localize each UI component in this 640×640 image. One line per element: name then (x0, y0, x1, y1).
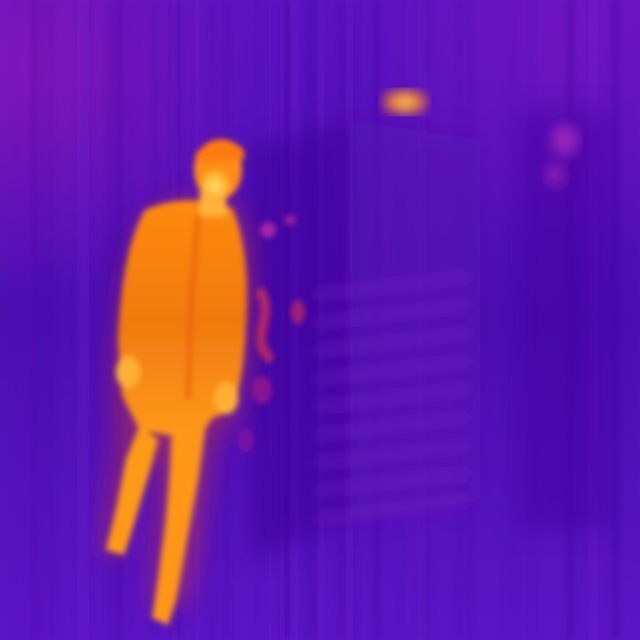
streak (77, 0, 80, 640)
streak (615, 0, 619, 640)
streak (109, 0, 114, 640)
streak (30, 0, 33, 640)
wall-bands (315, 272, 470, 524)
streak (513, 0, 516, 640)
ceiling-warm-spot (383, 90, 427, 114)
wall-band (315, 356, 470, 384)
wall-band (315, 384, 470, 412)
wall-band (315, 496, 470, 524)
wall-band (315, 328, 470, 356)
streak (611, 0, 614, 640)
streak (85, 0, 89, 640)
streak (81, 0, 85, 640)
person-thermal-silhouette (100, 139, 254, 625)
streak (505, 0, 507, 640)
streak (33, 0, 36, 640)
streak (15, 0, 17, 640)
wall-band (315, 300, 470, 328)
streak (49, 0, 54, 640)
wall-band (315, 440, 470, 468)
wall-band (315, 272, 470, 300)
wall-band (315, 412, 470, 440)
hand-reflection-spots (238, 214, 305, 452)
wall-band (315, 468, 470, 496)
streak (107, 0, 109, 640)
right-wall-warm-spots (545, 124, 579, 187)
streak (41, 0, 44, 640)
